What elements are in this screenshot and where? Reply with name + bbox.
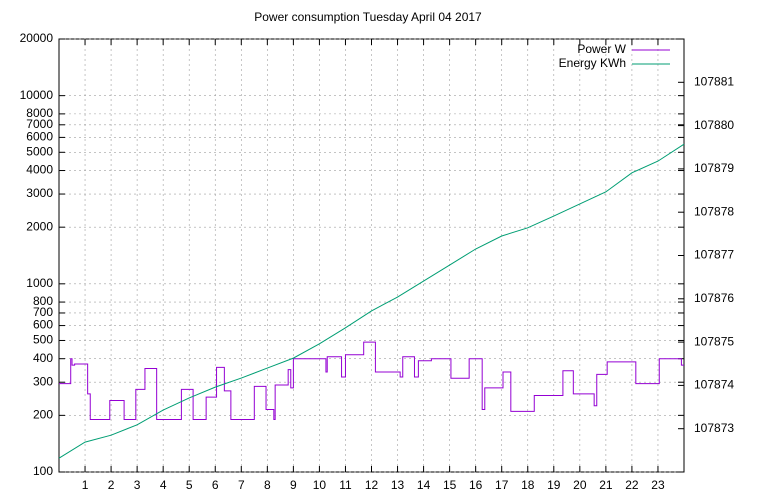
legend-label: Power W [577,42,626,56]
x-tick-label: 20 [573,478,587,492]
series-line [59,341,684,421]
y-tick-label: 200 [33,408,53,422]
x-tick-label: 2 [108,478,115,492]
x-tick-label: 17 [495,478,509,492]
x-tick-label: 18 [521,478,535,492]
y2-tick-label: 107875 [694,334,734,348]
y2-tick-label: 107878 [694,204,734,218]
x-tick-label: 9 [290,478,297,492]
legend-label: Energy KWh [559,56,626,70]
y2-tick-label: 107879 [694,161,734,175]
x-tick-label: 3 [134,478,141,492]
x-tick-label: 6 [212,478,219,492]
y-tick-label: 7000 [26,117,53,131]
x-tick-label: 23 [651,478,665,492]
y2-tick-label: 107873 [694,421,734,435]
y2-tick-label: 107880 [694,118,734,132]
y2-tick-label: 107874 [694,378,734,392]
y-tick-label: 4000 [26,163,53,177]
y2-tick-label: 107881 [694,74,734,88]
series-line [58,143,685,459]
y-tick-label: 300 [33,374,53,388]
y-tick-label: 8000 [26,106,53,120]
y-tick-label: 800 [33,294,53,308]
x-tick-label: 10 [313,478,327,492]
x-tick-label: 12 [365,478,379,492]
x-tick-label: 16 [469,478,483,492]
x-tick-label: 1 [82,478,89,492]
x-tick-label: 4 [160,478,167,492]
y-tick-label: 100 [33,464,53,478]
x-tick-label: 14 [417,478,431,492]
x-tick-label: 5 [186,478,193,492]
x-tick-label: 11 [339,478,352,492]
x-tick-label: 21 [599,478,613,492]
y2-tick-label: 107877 [694,248,734,262]
chart-title: Power consumption Tuesday April 04 2017 [254,10,482,24]
y-tick-label: 700 [33,305,53,319]
y-tick-label: 20000 [20,31,54,45]
x-tick-label: 8 [264,478,271,492]
y-tick-label: 600 [33,318,53,332]
y-tick-label: 5000 [26,144,53,158]
y-tick-label: 500 [33,333,53,347]
y-tick-label: 1000 [26,276,53,290]
y2-tick-label: 107876 [694,291,734,305]
y-tick-label: 2000 [26,219,53,233]
y-tick-label: 3000 [26,186,53,200]
x-tick-label: 15 [443,478,457,492]
x-tick-label: 13 [391,478,405,492]
y-tick-label: 6000 [26,130,53,144]
y-tick-label: 10000 [20,88,54,102]
y-tick-label: 400 [33,351,53,365]
x-tick-label: 19 [547,478,561,492]
x-tick-label: 22 [625,478,639,492]
x-tick-label: 7 [238,478,245,492]
